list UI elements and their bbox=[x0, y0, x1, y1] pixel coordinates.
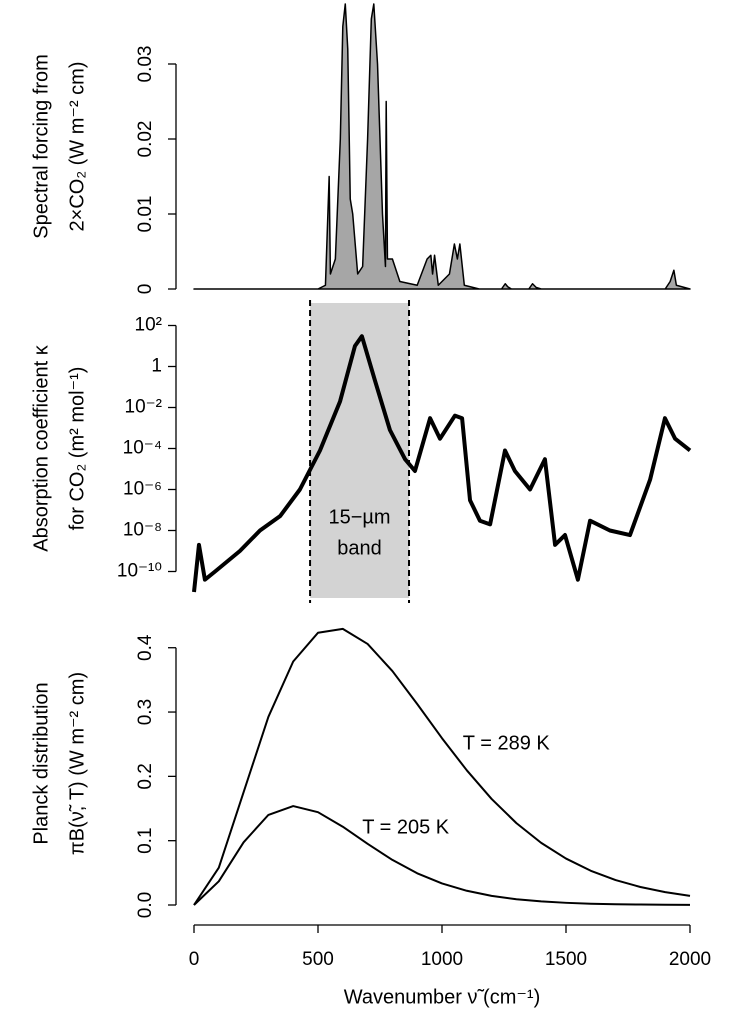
y-tick-label: 0.3 bbox=[135, 699, 156, 725]
y-axis-label: 2×CO₂ (W m⁻² cm) bbox=[66, 62, 88, 232]
band-label: band bbox=[337, 537, 382, 559]
x-tick-label: 1500 bbox=[545, 949, 587, 970]
x-tick-label: 1000 bbox=[421, 949, 463, 970]
x-tick-label: 500 bbox=[302, 949, 334, 970]
y-tick-label: 10⁻⁸ bbox=[123, 520, 162, 541]
y-tick-label: 10² bbox=[135, 315, 162, 336]
y-tick-label: 0.03 bbox=[135, 46, 156, 83]
x-tick-label: 0 bbox=[189, 949, 200, 970]
y-tick-label: 0 bbox=[135, 284, 156, 295]
curve-label: T = 205 K bbox=[362, 817, 450, 839]
y-axis-label: for CO₂ (m² mol⁻¹) bbox=[66, 367, 88, 531]
area bbox=[193, 3, 691, 290]
y-axis-label: Absorption coefficient κ bbox=[30, 344, 52, 551]
y-tick-label: 0.02 bbox=[135, 121, 156, 158]
x-axis-label: Wavenumber ν̃ (cm⁻¹) bbox=[344, 986, 541, 1008]
y-tick-label: 0.01 bbox=[135, 196, 156, 233]
curve-label: T = 289 K bbox=[463, 733, 551, 755]
y-axis-label: Planck distribution bbox=[30, 682, 52, 844]
line bbox=[193, 627, 691, 906]
y-tick-label: 0.2 bbox=[135, 763, 156, 789]
y-axis-label: πB(ν̃, T) (W m⁻² cm) bbox=[66, 672, 88, 855]
y-tick-label: 0.1 bbox=[135, 827, 156, 853]
y-axis-label: Spectral forcing from bbox=[30, 54, 52, 239]
line bbox=[192, 334, 692, 593]
x-tick-label: 2000 bbox=[669, 949, 711, 970]
y-tick-label: 0.4 bbox=[135, 634, 156, 661]
y-tick-label: 10⁻¹⁰ bbox=[117, 561, 162, 582]
y-tick-label: 10⁻⁶ bbox=[123, 479, 162, 500]
band-label: 15−µm bbox=[328, 506, 390, 528]
y-tick-label: 10⁻² bbox=[125, 397, 163, 418]
y-tick-label: 10⁻⁴ bbox=[123, 438, 162, 459]
band bbox=[310, 303, 410, 598]
y-tick-label: 1 bbox=[151, 356, 162, 377]
line bbox=[193, 805, 691, 906]
y-tick-label: 0.0 bbox=[135, 892, 156, 918]
